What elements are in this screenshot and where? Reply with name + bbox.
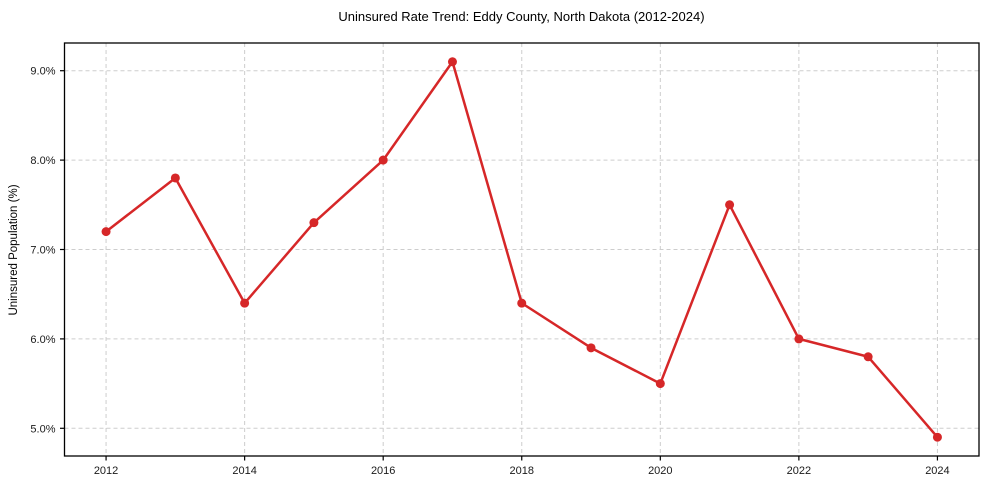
data-point [586,343,596,353]
y-tick-label: 8.0% [30,155,55,167]
data-point [725,200,735,210]
x-tick-label: 2022 [787,465,811,477]
y-tick-label: 9.0% [30,66,55,78]
x-tick-label: 2024 [925,465,949,477]
data-point [309,218,319,228]
x-tick-label: 2018 [510,465,534,477]
data-point [447,57,457,67]
data-point [863,352,873,362]
data-point [101,227,111,237]
data-point [378,155,388,165]
data-point [932,432,942,442]
x-tick-label: 2020 [648,465,672,477]
y-tick-label: 5.0% [30,423,55,435]
x-tick-label: 2012 [94,465,118,477]
data-point [170,173,180,183]
y-tick-label: 6.0% [30,334,55,346]
data-point [517,298,527,308]
data-point [794,334,804,344]
data-point [240,298,250,308]
chart-title: Uninsured Rate Trend: Eddy County, North… [338,9,705,24]
x-tick-label: 2016 [371,465,395,477]
y-tick-label: 7.0% [30,245,55,257]
data-point [655,379,665,389]
x-tick-label: 2014 [232,465,256,477]
